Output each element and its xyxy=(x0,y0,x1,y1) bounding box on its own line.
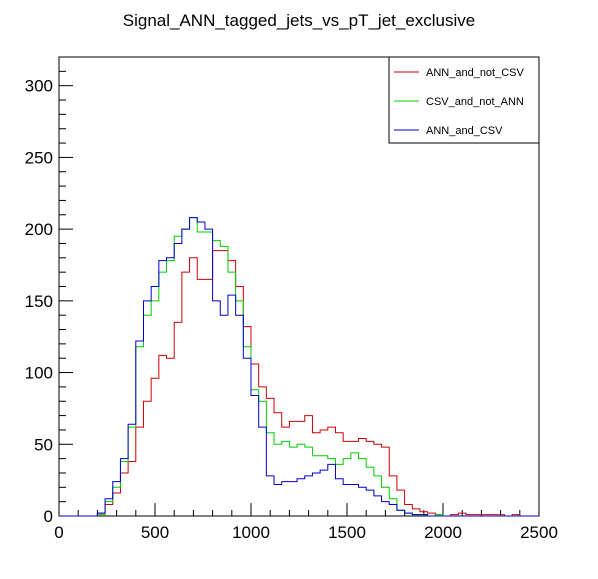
series-layer xyxy=(59,217,539,517)
axes: 0 500 1000 1500 2000 2500 0 50 100 150 200 250 300 xyxy=(25,56,558,542)
x-tick-label: 2500 xyxy=(520,523,558,542)
x-tick-label: 0 xyxy=(54,523,63,542)
legend-label: ANN_and_CSV xyxy=(426,125,503,137)
series-line-3 xyxy=(59,217,539,517)
legend-label: ANN_and_not_CSV xyxy=(426,67,525,79)
legend-label: CSV_and_not_ANN xyxy=(426,96,524,108)
y-tick-label: 250 xyxy=(25,148,53,167)
x-tick-label: 1000 xyxy=(232,523,270,542)
x-tick-label: 2000 xyxy=(424,523,462,542)
y-tick-label: 300 xyxy=(25,77,53,96)
y-tick-label: 100 xyxy=(25,364,53,383)
legend: ANN_and_not_CSV CSV_and_not_ANN ANN_and_CS… xyxy=(388,56,540,144)
x-tick-label: 500 xyxy=(141,523,169,542)
y-tick-label: 150 xyxy=(25,292,53,311)
chart-title: Signal_ANN_tagged_jets_vs_pT_jet_exclusi… xyxy=(123,11,476,30)
y-tick-label: 200 xyxy=(25,220,53,239)
y-tick-label: 0 xyxy=(44,507,53,526)
y-tick-label: 50 xyxy=(34,435,53,454)
legend-box xyxy=(388,56,540,144)
x-tick-label: 1500 xyxy=(328,523,366,542)
